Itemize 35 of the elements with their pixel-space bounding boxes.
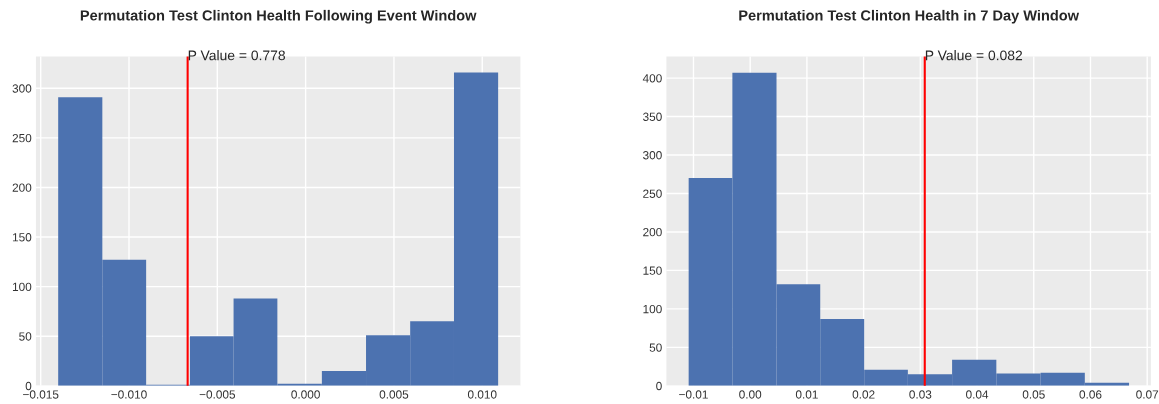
y-tick-label: 200 [643,227,662,237]
y-tick-label: 50 [649,343,662,352]
x-tick-label: 0.05 [1022,390,1045,399]
y-tick-label: 250 [643,189,662,198]
y-tick-label: 100 [643,304,662,314]
x-tick-label: 0.005 [379,390,409,399]
x-tick-label: 0.02 [852,390,875,399]
y-tick-label: 400 [642,74,662,83]
chart-title: Permutation Test Clinton Health in 7 Day Window [739,9,1080,24]
y-tick-label: 150 [643,266,662,275]
y-tick-label: 0 [656,381,662,391]
x-tick-label: 0.010 [467,390,497,399]
y-tick-label: 300 [643,151,662,160]
y-tick-label: 0 [25,381,32,391]
x-tick-label: 0.06 [1079,390,1102,399]
x-tick-label: −0.015 [23,390,59,399]
x-tick-label: −0.01 [679,390,708,399]
x-tick-label: 0.000 [291,390,320,399]
x-tick-label: 0.00 [739,390,762,399]
annotation: P Value = 0.082 [925,50,1023,61]
annotation: P Value = 0.778 [188,50,285,61]
y-tick-label: 250 [12,133,32,143]
y-tick-label: 350 [643,112,662,121]
y-tick-label: 50 [19,332,32,341]
x-tick-label: −0.010 [111,390,147,399]
x-tick-label: 0.01 [795,390,818,399]
y-tick-label: 150 [12,233,32,242]
x-tick-label: −0.005 [199,390,236,399]
y-tick-label: 100 [12,282,32,292]
y-tick-label: 200 [12,183,32,192]
x-tick-label: 0.04 [966,390,989,399]
chart-title: Permutation Test Clinton Health Following Event Window [80,9,477,24]
y-tick-label: 300 [12,84,32,93]
x-tick-label: 0.03 [909,390,932,399]
x-tick-label: 0.07 [1136,390,1159,399]
